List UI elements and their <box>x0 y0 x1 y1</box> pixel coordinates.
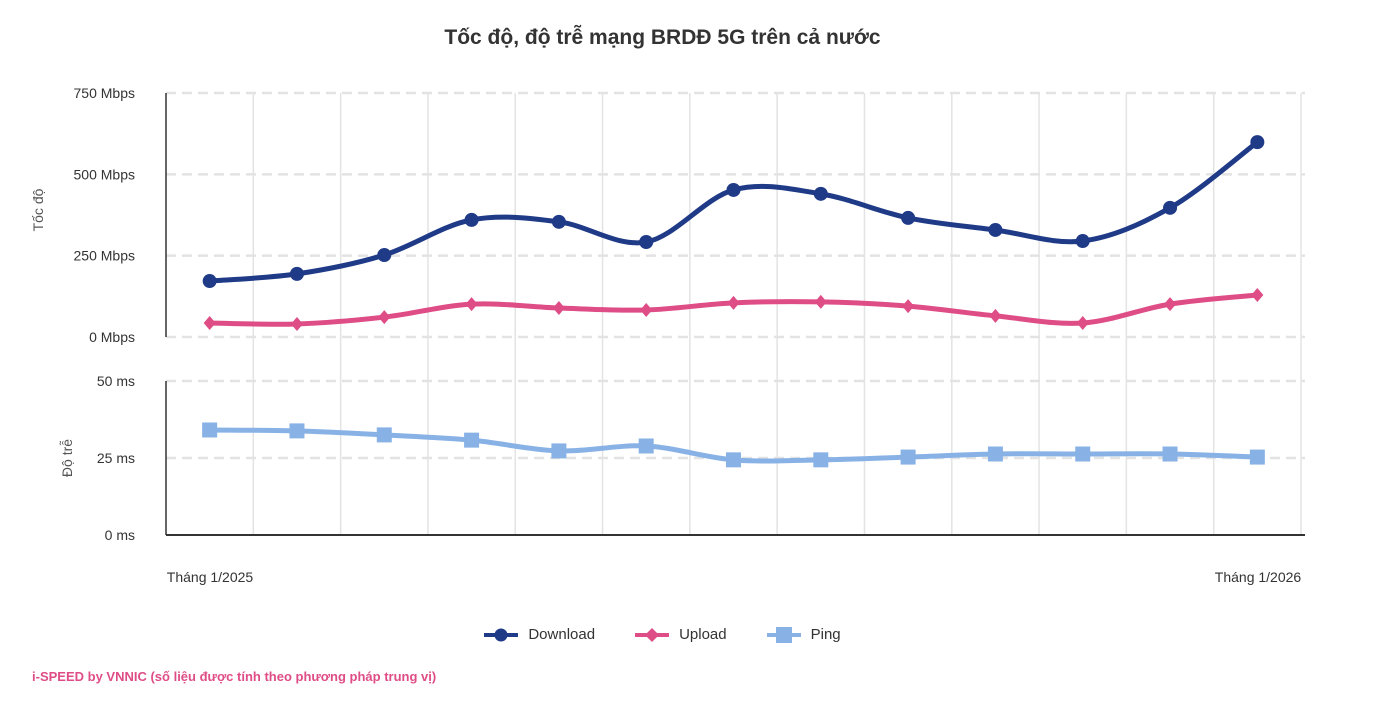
data-point <box>638 438 654 454</box>
diamond-marker-icon <box>635 627 670 642</box>
data-point <box>901 210 916 225</box>
y-tick-label: 0 Mbps <box>89 329 135 345</box>
data-point <box>202 422 218 438</box>
data-point <box>203 316 216 331</box>
data-point <box>289 423 305 439</box>
data-point <box>1075 234 1090 249</box>
y-tick-label: 50 ms <box>97 373 135 389</box>
x-tick-label: Tháng 1/2026 <box>1215 569 1302 585</box>
data-point <box>987 446 1003 462</box>
data-point <box>376 427 392 443</box>
data-point <box>988 222 1003 237</box>
y-tick-label: 500 Mbps <box>74 166 135 182</box>
data-point <box>989 308 1002 323</box>
data-point <box>902 299 915 314</box>
data-point <box>1251 288 1264 303</box>
legend-item-upload[interactable]: Upload <box>635 626 727 643</box>
y-axis-title: Tốc độ <box>30 188 46 231</box>
y-axis-title: Độ trễ <box>59 439 75 477</box>
data-point <box>464 432 480 448</box>
data-point <box>814 294 827 309</box>
data-point <box>813 186 828 201</box>
data-point <box>378 310 391 325</box>
data-point <box>1075 446 1091 462</box>
data-point <box>640 302 653 317</box>
data-point <box>1162 446 1178 462</box>
data-point <box>813 452 829 468</box>
legend-item-ping[interactable]: Ping <box>766 626 841 643</box>
y-tick-label: 250 Mbps <box>74 248 135 264</box>
data-point <box>202 274 217 289</box>
source-credit: i-SPEED by VNNIC (số liệu được tính theo… <box>32 669 437 684</box>
data-point <box>290 316 303 331</box>
data-point <box>1164 297 1177 312</box>
data-point <box>1249 449 1265 465</box>
data-point <box>551 443 567 459</box>
legend-label: Upload <box>679 626 727 643</box>
y-tick-label: 25 ms <box>97 450 135 466</box>
data-point <box>289 266 304 281</box>
y-tick-label: 750 Mbps <box>74 85 135 101</box>
x-tick-label: Tháng 1/2025 <box>167 569 254 585</box>
data-point <box>1250 135 1265 150</box>
data-point <box>551 214 566 229</box>
circle-marker-icon <box>484 628 519 641</box>
square-marker-icon <box>766 626 801 643</box>
data-point <box>464 212 479 227</box>
chart-title: Tốc độ, độ trễ mạng BRDĐ 5G trên cả nước <box>444 26 881 49</box>
data-point <box>552 301 565 316</box>
data-point <box>639 235 654 250</box>
legend-item-download[interactable]: Download <box>484 626 595 643</box>
data-point <box>726 452 741 468</box>
data-point <box>377 248 392 263</box>
data-point <box>900 449 916 465</box>
data-point <box>465 297 478 312</box>
data-point <box>727 295 740 310</box>
legend-label: Download <box>528 626 596 643</box>
data-point <box>1163 200 1178 215</box>
series-line-download <box>209 140 1259 284</box>
data-point <box>1076 316 1089 331</box>
legend-label: Ping <box>810 626 841 643</box>
y-tick-label: 0 ms <box>105 527 135 543</box>
data-point <box>726 182 741 197</box>
legend: Download Upload Ping <box>0 626 1325 643</box>
